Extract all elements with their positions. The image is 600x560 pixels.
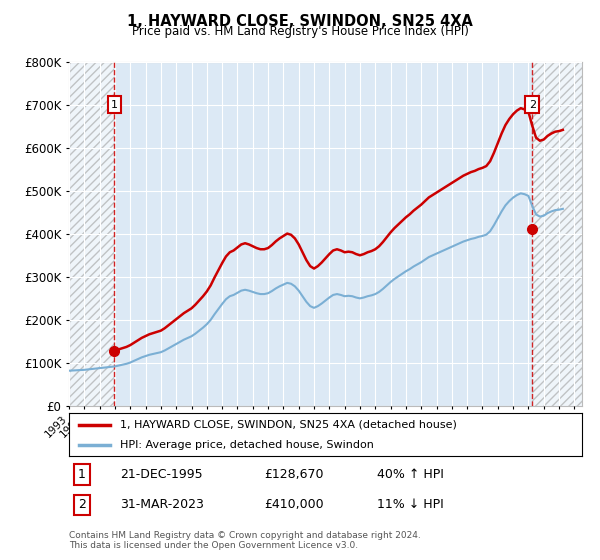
Text: 11% ↓ HPI: 11% ↓ HPI [377, 498, 443, 511]
Text: 31-MAR-2023: 31-MAR-2023 [121, 498, 204, 511]
Text: 1, HAYWARD CLOSE, SWINDON, SN25 4XA (detached house): 1, HAYWARD CLOSE, SWINDON, SN25 4XA (det… [121, 420, 457, 430]
Text: £128,670: £128,670 [264, 468, 323, 481]
Text: 2: 2 [78, 498, 86, 511]
Text: 1: 1 [78, 468, 86, 481]
Text: 40% ↑ HPI: 40% ↑ HPI [377, 468, 443, 481]
Text: 21-DEC-1995: 21-DEC-1995 [121, 468, 203, 481]
Text: Contains HM Land Registry data © Crown copyright and database right 2024.
This d: Contains HM Land Registry data © Crown c… [69, 531, 421, 550]
Bar [532, 62, 582, 406]
Text: £410,000: £410,000 [264, 498, 323, 511]
Text: 2: 2 [529, 100, 536, 110]
Text: 1, HAYWARD CLOSE, SWINDON, SN25 4XA: 1, HAYWARD CLOSE, SWINDON, SN25 4XA [127, 14, 473, 29]
Bar [69, 62, 115, 406]
Text: 1: 1 [111, 100, 118, 110]
Text: HPI: Average price, detached house, Swindon: HPI: Average price, detached house, Swin… [121, 441, 374, 450]
Text: Price paid vs. HM Land Registry's House Price Index (HPI): Price paid vs. HM Land Registry's House … [131, 25, 469, 38]
